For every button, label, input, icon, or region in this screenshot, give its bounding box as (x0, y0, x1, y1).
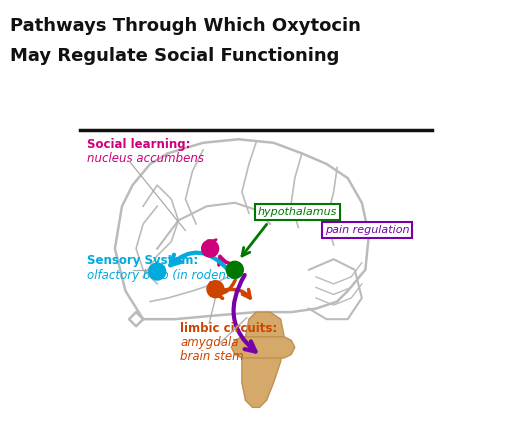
Polygon shape (242, 312, 284, 407)
Text: olfactory bulb (in rodents): olfactory bulb (in rodents) (87, 269, 241, 282)
Text: pain regulation: pain regulation (325, 225, 409, 235)
Circle shape (202, 240, 219, 257)
Text: brain stem: brain stem (180, 350, 244, 363)
Polygon shape (231, 337, 295, 358)
Circle shape (207, 281, 224, 298)
Text: hypothalamus: hypothalamus (258, 207, 337, 217)
Circle shape (149, 263, 166, 280)
Text: amygdala: amygdala (180, 336, 239, 348)
Text: May Regulate Social Functioning: May Regulate Social Functioning (10, 47, 339, 65)
Text: Sensory System:: Sensory System: (87, 255, 198, 267)
Text: Pathways Through Which Oxytocin: Pathways Through Which Oxytocin (10, 17, 361, 35)
Text: limbic circuits:: limbic circuits: (180, 322, 278, 334)
Circle shape (226, 261, 243, 278)
Text: Social learning:: Social learning: (87, 138, 190, 151)
Text: nucleus accumbens: nucleus accumbens (87, 152, 204, 165)
